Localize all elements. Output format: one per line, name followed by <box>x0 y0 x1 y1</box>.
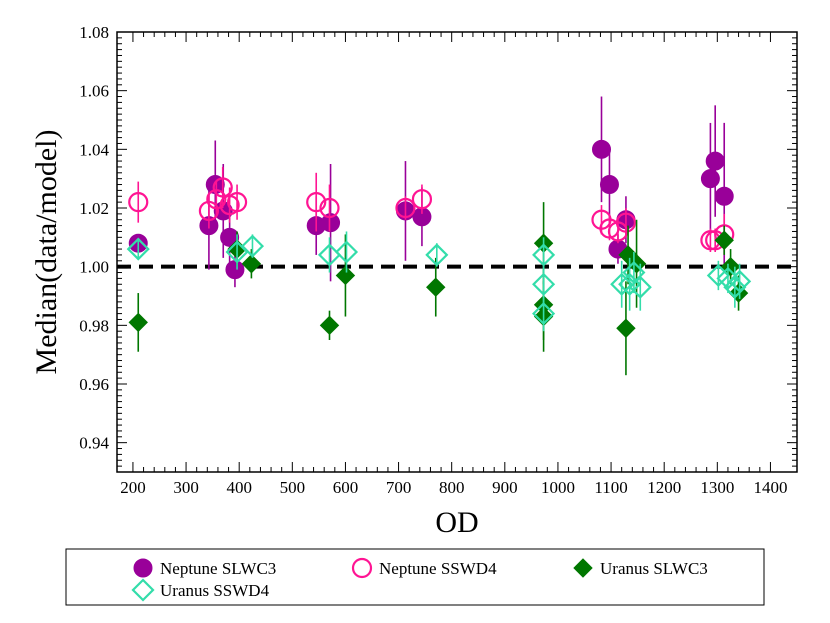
y-tick-label: 0.96 <box>79 375 109 394</box>
data-point <box>615 212 637 233</box>
data-point <box>610 272 634 296</box>
legend-label: Neptune SSWD4 <box>379 559 497 578</box>
x-tick-label: 600 <box>333 478 359 497</box>
y-axis-title: Median(data/model) <box>30 130 63 375</box>
data-point <box>212 177 233 198</box>
x-tick-label: 800 <box>439 478 465 497</box>
data-point <box>335 265 356 286</box>
x-tick-label: 900 <box>492 478 518 497</box>
data-point <box>700 169 720 189</box>
x-tick-label: 1400 <box>753 478 787 497</box>
series-uranus-sswd4 <box>126 231 752 332</box>
data-point <box>705 151 725 171</box>
data-point <box>319 197 340 219</box>
x-axis-title: OD <box>435 506 478 539</box>
data-point <box>241 254 262 274</box>
data-point <box>128 192 149 213</box>
legend-marker <box>351 557 373 579</box>
data-point <box>714 186 734 206</box>
y-tick-label: 1.04 <box>79 140 109 159</box>
x-tick-label: 1000 <box>541 478 575 497</box>
data-point <box>126 237 150 261</box>
legend-label: Uranus SLWC3 <box>600 559 708 578</box>
data-point <box>206 189 227 210</box>
data-point <box>599 175 619 195</box>
legend-marker <box>133 558 153 578</box>
legend: Neptune SLWC3 Neptune SSWD4 Uranus SLWC3 Ur… <box>65 548 765 606</box>
data-point <box>128 312 148 333</box>
x-tick-label: 1100 <box>594 478 627 497</box>
data-point <box>714 230 734 250</box>
data-point <box>616 318 636 338</box>
x-tick-label: 700 <box>386 478 412 497</box>
x-tick-label: 200 <box>120 478 146 497</box>
data-point <box>321 213 341 233</box>
plot-area: 200 300 400 500 600 700 800 900 1000 1100 1200 1300… <box>30 23 798 539</box>
data-point <box>395 197 416 219</box>
data-point <box>411 189 433 210</box>
x-tick-label: 400 <box>226 478 252 497</box>
data-point <box>226 192 248 213</box>
data-point <box>240 234 265 258</box>
data-point <box>306 192 327 213</box>
x-tick-label: 1300 <box>700 478 734 497</box>
y-tick-label: 0.94 <box>79 434 109 453</box>
legend-label: Neptune SLWC3 <box>160 559 276 578</box>
data-point <box>198 200 220 222</box>
x-tick-label: 500 <box>280 478 306 497</box>
y-tick-label: 1.02 <box>79 199 109 218</box>
data-point <box>723 275 747 299</box>
data-point <box>628 275 652 299</box>
data-point <box>592 139 611 159</box>
x-tick-label: 1200 <box>647 478 681 497</box>
x-tick-label: 300 <box>173 478 199 497</box>
legend-marker <box>573 558 593 578</box>
data-point <box>334 240 359 264</box>
data-point <box>220 227 240 247</box>
data-point <box>426 277 446 297</box>
data-point <box>728 269 752 293</box>
plot-frame <box>116 31 798 473</box>
legend-box <box>65 548 765 606</box>
data-point <box>532 272 556 296</box>
legend-label: Uranus SSWD4 <box>160 581 270 600</box>
data-point <box>425 243 449 267</box>
y-tick-label: 1.00 <box>79 258 109 277</box>
legend-marker <box>131 578 155 602</box>
y-tick-label: 1.06 <box>79 82 109 101</box>
y-tick-label: 1.08 <box>79 23 109 42</box>
data-point <box>225 260 245 280</box>
data-point <box>319 315 340 336</box>
data-point <box>532 302 556 326</box>
series-uranus-slwc3 <box>128 202 749 376</box>
y-tick-label: 0.98 <box>79 316 109 335</box>
